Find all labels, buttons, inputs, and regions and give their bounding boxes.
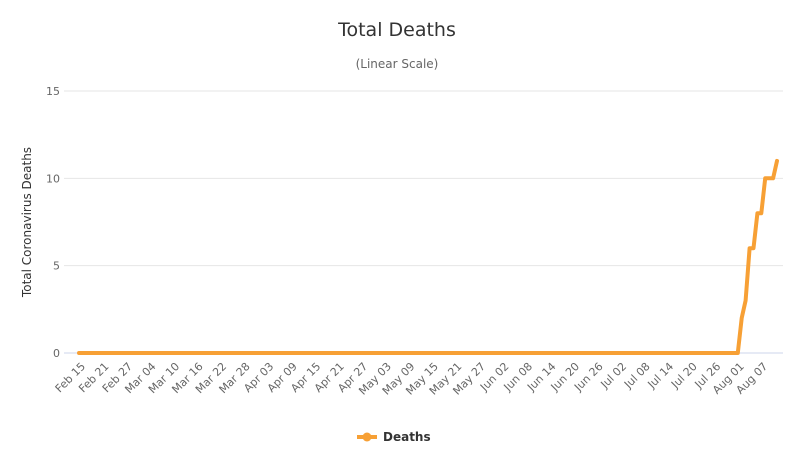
legend-marker-icon bbox=[362, 432, 372, 442]
y-tick-label: 15 bbox=[46, 85, 60, 98]
series-line-deaths[interactable] bbox=[77, 158, 779, 355]
y-axis-label: Total Coronavirus Deaths bbox=[20, 147, 34, 298]
y-tick-label: 10 bbox=[46, 172, 60, 185]
chart-title: Total Deaths bbox=[337, 19, 456, 41]
legend-label: Deaths bbox=[383, 430, 431, 444]
series-layer bbox=[77, 158, 779, 355]
y-tick-label: 0 bbox=[53, 347, 60, 360]
x-tick-label: Jul 02 bbox=[598, 360, 630, 392]
y-axis-ticks: 0 5 10 15 bbox=[46, 85, 60, 360]
x-tick-label: Jul 20 bbox=[668, 360, 700, 392]
y-tick-label: 5 bbox=[53, 260, 60, 273]
legend-item-deaths[interactable]: Deaths bbox=[357, 430, 431, 444]
x-tick-label: Jul 14 bbox=[645, 360, 677, 392]
x-tick-label: Jul 08 bbox=[621, 360, 653, 392]
gridlines bbox=[64, 90, 783, 354]
chart-subtitle: (Linear Scale) bbox=[356, 57, 439, 71]
